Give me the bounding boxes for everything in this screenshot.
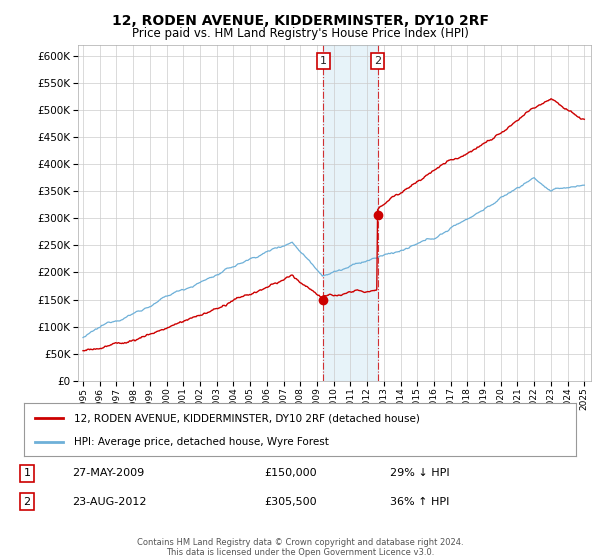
Text: 2: 2 <box>23 497 31 507</box>
Text: Contains HM Land Registry data © Crown copyright and database right 2024.
This d: Contains HM Land Registry data © Crown c… <box>137 538 463 557</box>
Text: 27-MAY-2009: 27-MAY-2009 <box>72 468 144 478</box>
Text: 1: 1 <box>320 56 327 66</box>
Text: 2: 2 <box>374 56 381 66</box>
Bar <box>323 45 377 381</box>
Text: HPI: Average price, detached house, Wyre Forest: HPI: Average price, detached house, Wyre… <box>74 436 329 446</box>
Text: 1: 1 <box>23 468 31 478</box>
Text: 36% ↑ HPI: 36% ↑ HPI <box>390 497 449 507</box>
Text: 23-AUG-2012: 23-AUG-2012 <box>72 497 146 507</box>
Text: 12, RODEN AVENUE, KIDDERMINSTER, DY10 2RF: 12, RODEN AVENUE, KIDDERMINSTER, DY10 2R… <box>112 14 488 28</box>
Text: 29% ↓ HPI: 29% ↓ HPI <box>390 468 449 478</box>
Text: £150,000: £150,000 <box>264 468 317 478</box>
Text: £305,500: £305,500 <box>264 497 317 507</box>
Text: Price paid vs. HM Land Registry's House Price Index (HPI): Price paid vs. HM Land Registry's House … <box>131 27 469 40</box>
Text: 12, RODEN AVENUE, KIDDERMINSTER, DY10 2RF (detached house): 12, RODEN AVENUE, KIDDERMINSTER, DY10 2R… <box>74 413 419 423</box>
